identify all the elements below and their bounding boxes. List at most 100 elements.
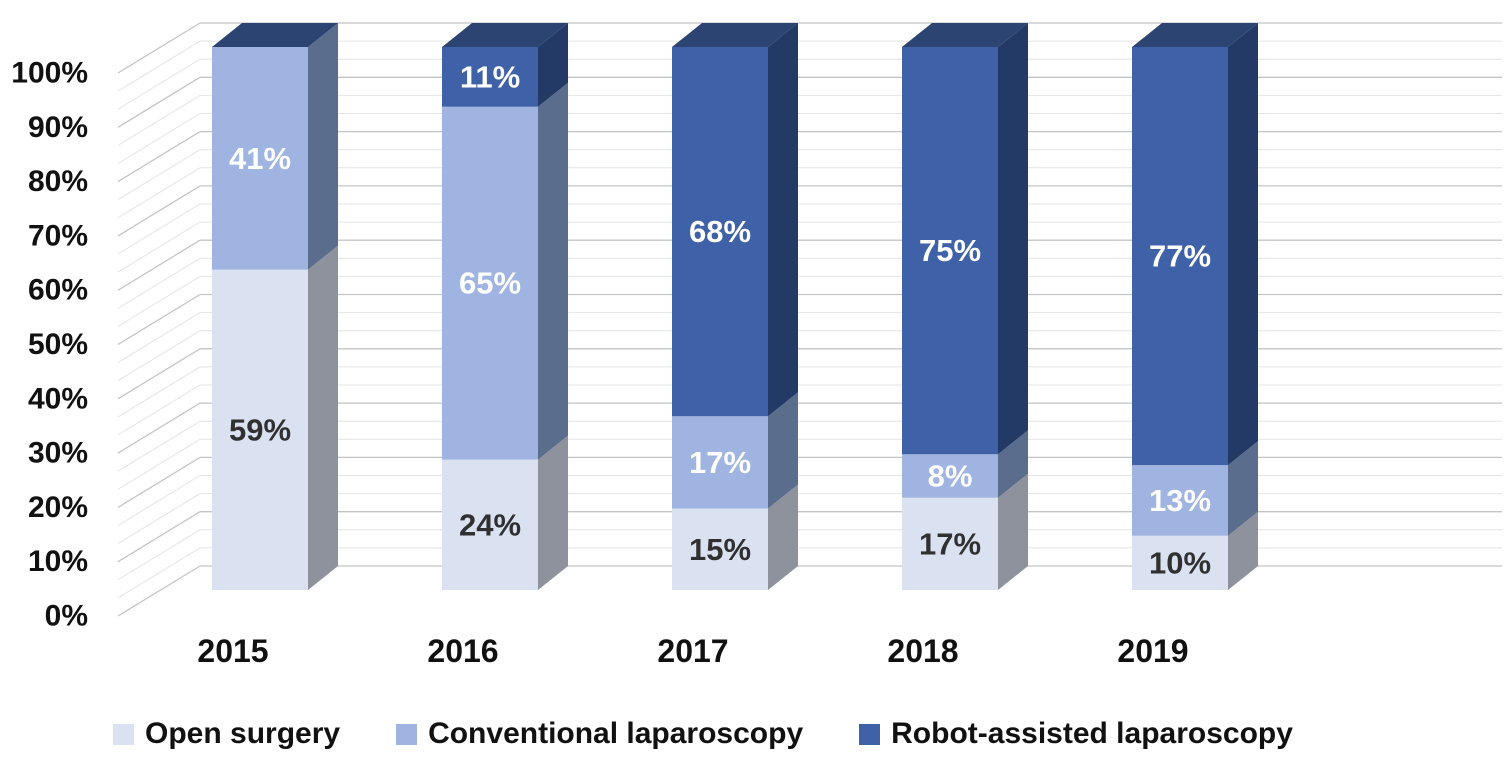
bar-segment-front (902, 497, 998, 590)
side-wall-gridline (117, 131, 201, 183)
data-label: 13% (1149, 483, 1211, 518)
bar-segment-side (768, 484, 798, 590)
bar-2015: 59% 41% (212, 23, 338, 590)
data-label: 59% (229, 412, 291, 447)
side-wall-gridline (117, 221, 201, 273)
category-label: 2017 (657, 633, 728, 669)
legend-item-conventional-laparoscopy: Conventional laparoscopy (396, 717, 803, 751)
bar-segment-front (902, 47, 998, 455)
side-wall-gridline (117, 185, 201, 237)
side-wall-gridline (117, 384, 201, 436)
y-axis-tick-label: 60% (28, 274, 88, 307)
side-wall-gridline (117, 94, 201, 146)
y-axis-tick-label: 80% (28, 165, 88, 198)
side-wall-gridline (117, 493, 201, 545)
bar-segment-side (538, 82, 568, 460)
bar-segment-side (998, 23, 1028, 455)
bar-segment-front (212, 47, 308, 270)
data-label: 68% (689, 214, 751, 249)
bar-segment-side (998, 430, 1028, 498)
bar-segment-front (442, 47, 538, 107)
category-label: 2015 (197, 633, 268, 669)
data-label: 41% (229, 141, 291, 176)
legend-swatch-robot-assisted-laparoscopy (859, 723, 881, 745)
bar-segment-side (768, 392, 798, 509)
data-label: 15% (689, 532, 751, 567)
y-axis-tick-label: 50% (28, 328, 88, 361)
data-label: 77% (1149, 239, 1211, 274)
y-axis-tick-label: 100% (11, 57, 88, 90)
data-label: 17% (689, 445, 751, 480)
bar-2017: 15% 17% 68% (672, 23, 798, 590)
bar-segment-side (538, 435, 568, 590)
category-label: 2019 (1117, 633, 1188, 669)
side-wall-gridline (117, 330, 201, 382)
data-label: 65% (459, 266, 521, 301)
side-wall-gridline (117, 149, 201, 201)
bar-segment-front (1132, 47, 1228, 466)
legend-swatch-open-surgery (113, 723, 134, 745)
category-label: 2016 (427, 633, 498, 669)
y-axis: 0% 10% 20% 30% 40% 50% 60% 70% 80% 90% 100% (11, 57, 88, 633)
bar-segment-side (1228, 23, 1258, 466)
side-wall-gridline (117, 40, 201, 92)
side-wall-gridline (117, 348, 201, 400)
side-wall-gridline (117, 293, 201, 346)
y-axis-tick-label: 0% (45, 600, 88, 633)
data-label: 17% (919, 526, 981, 561)
bar-segment-front (1132, 535, 1228, 590)
chart-legend: Open surgery Conventional laparoscopy Ro… (0, 710, 1508, 758)
side-wall-gridline (117, 402, 201, 454)
side-wall-gridline (117, 511, 201, 563)
side-wall-gridline (117, 565, 201, 617)
side-wall-gridline (117, 366, 201, 418)
side-wall-gridline (117, 275, 201, 327)
bar-top-face (902, 23, 1028, 47)
bar-segment-front (902, 454, 998, 498)
y-axis-tick-label: 20% (28, 491, 88, 524)
side-wall-gridline (117, 76, 201, 128)
gridlines (117, 22, 1502, 617)
bar-segment-front (442, 106, 538, 460)
bar-top-face (442, 23, 568, 47)
legend-label-robot-assisted-laparoscopy: Robot-assisted laparoscopy (891, 717, 1293, 750)
bar-segment-side (308, 245, 338, 590)
side-wall-gridline (117, 22, 201, 74)
bar-segment-side (998, 473, 1028, 590)
bar-2016: 24% 65% 11% (442, 23, 568, 590)
side-wall-gridline (117, 312, 201, 364)
side-wall-gridline (117, 239, 201, 291)
side-wall-gridline (117, 420, 201, 472)
legend-swatch-conventional-laparoscopy (396, 723, 418, 745)
legend-item-open-surgery: Open surgery (113, 717, 340, 751)
side-wall-gridline (117, 475, 201, 526)
bar-segment-side (1228, 511, 1258, 590)
bar-segment-front (442, 459, 538, 590)
side-wall-gridline (117, 58, 201, 110)
y-axis-tick-label: 30% (28, 437, 88, 470)
side-wall-gridline (117, 438, 201, 490)
category-label: 2018 (887, 633, 958, 669)
data-label: 10% (1149, 545, 1211, 580)
side-wall-gridline (117, 257, 201, 309)
legend-item-robot-assisted-laparoscopy: Robot-assisted laparoscopy (859, 717, 1293, 751)
bar-segment-front (672, 416, 768, 509)
legend-label-open-surgery: Open surgery (145, 717, 341, 750)
y-axis-tick-label: 10% (28, 545, 88, 578)
y-axis-tick-label: 70% (28, 219, 88, 252)
data-label: 24% (459, 507, 521, 542)
bar-2019: 10% 13% 77% (1132, 23, 1258, 590)
bar-segment-front (212, 269, 308, 590)
bar-top-face (1132, 23, 1258, 47)
data-label: 75% (919, 233, 981, 268)
side-wall-gridline (117, 113, 201, 164)
bar-segment-side (308, 23, 338, 270)
legend-label-conventional-laparoscopy: Conventional laparoscopy (428, 717, 804, 750)
side-wall-gridline (117, 203, 201, 255)
bar-segment-side (1228, 441, 1258, 536)
y-axis-tick-label: 90% (28, 111, 88, 144)
bar-top-face (672, 23, 798, 47)
bar-top-face (212, 23, 338, 47)
bar-segment-front (672, 47, 768, 417)
side-wall-gridline (117, 547, 201, 599)
